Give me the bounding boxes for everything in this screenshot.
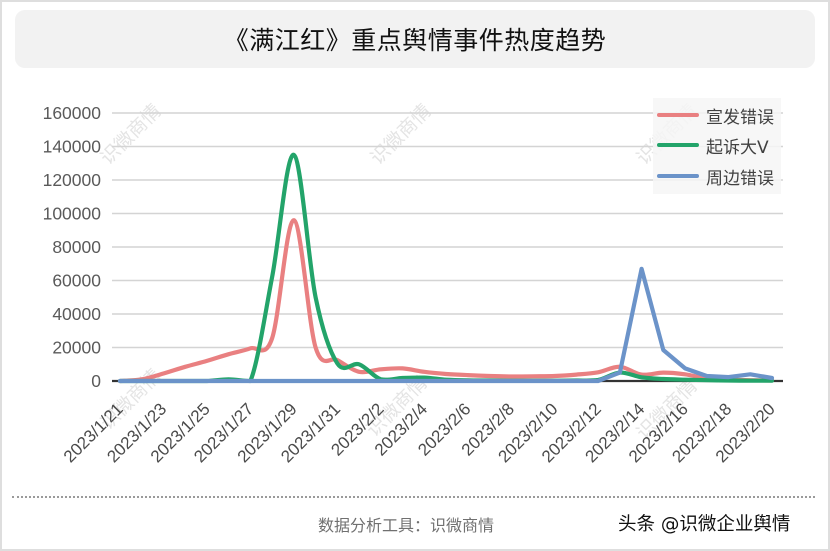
source-attribution: 头条 @识微企业舆情 xyxy=(618,514,791,535)
y-tick-label: 20000 xyxy=(52,338,101,358)
y-tick-label: 0 xyxy=(91,371,101,391)
y-tick-label: 40000 xyxy=(52,304,101,324)
series-line-0 xyxy=(117,218,775,384)
y-tick-label: 100000 xyxy=(43,204,102,224)
y-tick-label: 160000 xyxy=(43,103,102,123)
legend-label: 起诉大V xyxy=(706,137,769,158)
title-bar: 《满江红》重点舆情事件热度趋势 xyxy=(15,10,815,68)
chart-legend: 宣发错误 起诉大V 周边错误 xyxy=(653,98,781,194)
y-tick-label: 120000 xyxy=(43,170,102,190)
legend-item-zhoubian-cuowu: 周边错误 xyxy=(657,164,774,189)
series-line-2 xyxy=(117,266,775,384)
y-tick-label: 80000 xyxy=(52,237,101,257)
y-tick-label: 140000 xyxy=(43,137,102,157)
footer-divider xyxy=(12,496,815,498)
legend-label: 宣发错误 xyxy=(706,107,774,128)
legend-swatch-red xyxy=(657,113,699,117)
legend-swatch-blue xyxy=(657,174,699,178)
y-tick-label: 60000 xyxy=(52,271,101,291)
legend-label: 周边错误 xyxy=(706,168,774,189)
legend-swatch-green xyxy=(657,143,699,147)
legend-item-xuanfa-cuowu: 宣发错误 xyxy=(657,103,774,128)
chart-title: 《满江红》重点舆情事件热度趋势 xyxy=(223,26,607,55)
legend-item-qisu-dav: 起诉大V xyxy=(657,133,769,158)
analysis-tool-credit: 数据分析工具：识微商情 xyxy=(318,516,495,535)
